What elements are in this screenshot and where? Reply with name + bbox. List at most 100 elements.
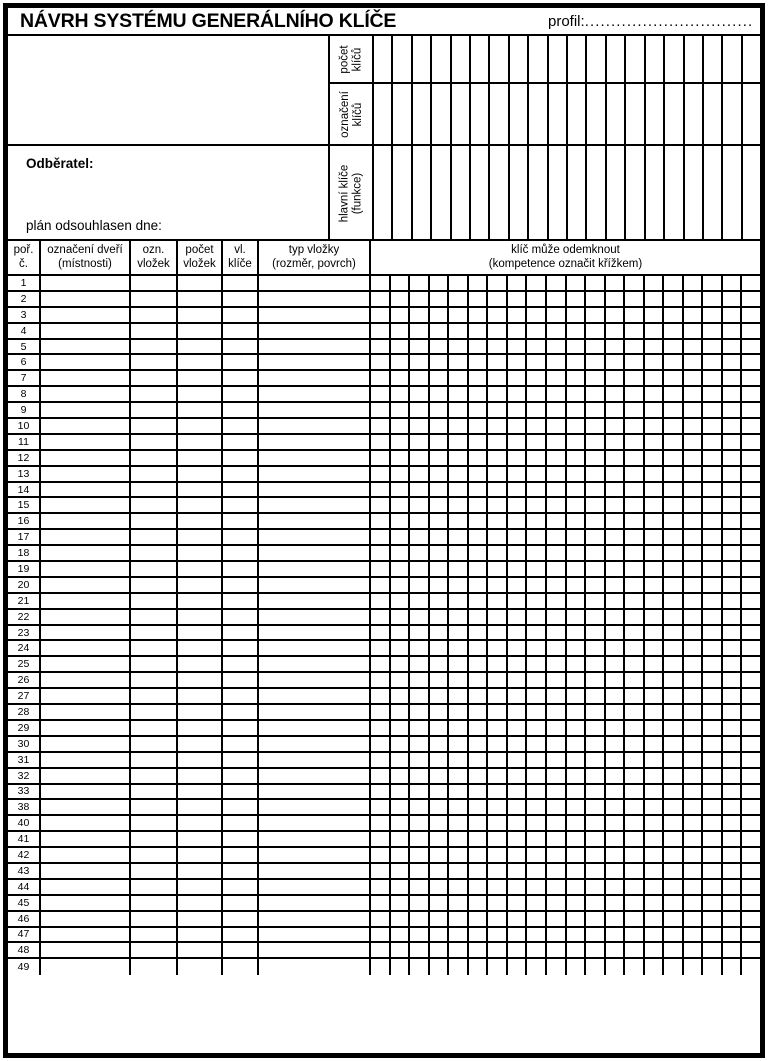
competence-checkbox-cell[interactable] xyxy=(586,562,606,576)
competence-checkbox-cell[interactable] xyxy=(391,323,411,338)
key-column[interactable] xyxy=(374,36,394,239)
competence-checkbox-cell[interactable] xyxy=(664,848,684,862)
competence-checkbox-cell[interactable] xyxy=(508,466,528,481)
key-column-cell[interactable] xyxy=(568,84,586,146)
key-column[interactable] xyxy=(432,36,452,239)
door-label-cell[interactable] xyxy=(41,943,131,958)
competence-checkbox-cell[interactable] xyxy=(527,577,547,592)
key-column-cell[interactable] xyxy=(684,36,702,84)
competence-checkbox-cell[interactable] xyxy=(742,594,760,608)
cylinder-label-cell[interactable] xyxy=(131,705,178,719)
competence-checkbox-cell[interactable] xyxy=(449,927,469,942)
cylinder-label-cell[interactable] xyxy=(131,387,178,402)
competence-checkbox-cell[interactable] xyxy=(488,911,508,926)
competence-checkbox-cell[interactable] xyxy=(430,339,450,354)
competence-checkbox-cell[interactable] xyxy=(684,768,704,783)
own-key-cell[interactable] xyxy=(223,562,259,576)
competence-checkbox-cell[interactable] xyxy=(586,927,606,942)
competence-checkbox-cell[interactable] xyxy=(391,959,411,976)
competence-checkbox-cell[interactable] xyxy=(430,832,450,847)
competence-checkbox-cell[interactable] xyxy=(410,943,430,958)
competence-checkbox-cell[interactable] xyxy=(703,307,723,322)
competence-checkbox-cell[interactable] xyxy=(469,768,489,783)
cylinder-type-cell[interactable] xyxy=(259,387,371,402)
competence-checkbox-cell[interactable] xyxy=(508,673,528,688)
competence-checkbox-cell[interactable] xyxy=(527,450,547,465)
door-label-cell[interactable] xyxy=(41,911,131,926)
competence-checkbox-cell[interactable] xyxy=(547,832,567,847)
competence-checkbox-cell[interactable] xyxy=(625,848,645,862)
competence-checkbox-cell[interactable] xyxy=(586,720,606,735)
competence-checkbox-cell[interactable] xyxy=(723,291,743,306)
competence-checkbox-cell[interactable] xyxy=(723,514,743,529)
door-label-cell[interactable] xyxy=(41,927,131,942)
competence-checkbox-cell[interactable] xyxy=(547,625,567,640)
competence-checkbox-cell[interactable] xyxy=(410,482,430,497)
competence-checkbox-cell[interactable] xyxy=(567,450,587,465)
competence-checkbox-cell[interactable] xyxy=(567,498,587,513)
competence-checkbox-cell[interactable] xyxy=(410,832,430,847)
competence-checkbox-cell[interactable] xyxy=(625,371,645,386)
competence-checkbox-cell[interactable] xyxy=(371,403,391,418)
cylinder-type-cell[interactable] xyxy=(259,577,371,592)
competence-checkbox-cell[interactable] xyxy=(664,371,684,386)
competence-checkbox-cell[interactable] xyxy=(684,546,704,561)
competence-checkbox-cell[interactable] xyxy=(449,403,469,418)
competence-checkbox-cell[interactable] xyxy=(567,419,587,433)
cylinder-label-cell[interactable] xyxy=(131,768,178,783)
competence-checkbox-cell[interactable] xyxy=(586,911,606,926)
key-column-cell[interactable] xyxy=(451,36,470,84)
cylinder-label-cell[interactable] xyxy=(131,482,178,497)
competence-checkbox-cell[interactable] xyxy=(742,928,760,942)
competence-checkbox-cell[interactable] xyxy=(742,308,760,322)
competence-checkbox-cell[interactable] xyxy=(527,498,547,513)
competence-checkbox-cell[interactable] xyxy=(567,307,587,322)
competence-checkbox-cell[interactable] xyxy=(664,546,684,561)
competence-checkbox-cell[interactable] xyxy=(684,895,704,910)
competence-checkbox-cell[interactable] xyxy=(606,323,626,338)
competence-checkbox-cell[interactable] xyxy=(703,482,723,497)
competence-checkbox-cell[interactable] xyxy=(606,387,626,402)
competence-checkbox-cell[interactable] xyxy=(430,959,450,976)
own-key-cell[interactable] xyxy=(223,307,259,322)
competence-checkbox-cell[interactable] xyxy=(527,959,547,976)
competence-checkbox-cell[interactable] xyxy=(645,339,665,354)
competence-checkbox-cell[interactable] xyxy=(527,641,547,656)
competence-checkbox-cell[interactable] xyxy=(410,562,430,576)
competence-checkbox-cell[interactable] xyxy=(664,800,684,815)
competence-checkbox-cell[interactable] xyxy=(742,785,760,799)
competence-checkbox-cell[interactable] xyxy=(488,816,508,831)
competence-checkbox-cell[interactable] xyxy=(449,832,469,847)
competence-checkbox-cell[interactable] xyxy=(508,736,528,751)
competence-checkbox-cell[interactable] xyxy=(645,498,665,513)
competence-checkbox-cell[interactable] xyxy=(410,641,430,656)
competence-checkbox-cell[interactable] xyxy=(625,291,645,306)
competence-checkbox-cell[interactable] xyxy=(606,419,626,433)
competence-checkbox-cell[interactable] xyxy=(469,705,489,719)
competence-checkbox-cell[interactable] xyxy=(469,673,489,688)
competence-checkbox-cell[interactable] xyxy=(488,291,508,306)
key-column-cell[interactable] xyxy=(568,146,585,241)
competence-checkbox-cell[interactable] xyxy=(703,323,723,338)
competence-checkbox-cell[interactable] xyxy=(703,752,723,767)
door-label-cell[interactable] xyxy=(41,466,131,481)
competence-checkbox-cell[interactable] xyxy=(645,625,665,640)
competence-checkbox-cell[interactable] xyxy=(508,943,528,958)
cylinder-type-cell[interactable] xyxy=(259,911,371,926)
competence-checkbox-cell[interactable] xyxy=(586,514,606,529)
competence-checkbox-cell[interactable] xyxy=(410,291,430,306)
competence-checkbox-cell[interactable] xyxy=(469,943,489,958)
competence-checkbox-cell[interactable] xyxy=(664,736,684,751)
competence-checkbox-cell[interactable] xyxy=(488,720,508,735)
competence-checkbox-cell[interactable] xyxy=(488,276,508,290)
own-key-cell[interactable] xyxy=(223,323,259,338)
key-column-cell[interactable] xyxy=(626,84,644,146)
competence-checkbox-cell[interactable] xyxy=(567,736,587,751)
competence-checkbox-cell[interactable] xyxy=(488,657,508,672)
competence-checkbox-cell[interactable] xyxy=(567,609,587,624)
competence-checkbox-cell[interactable] xyxy=(606,959,626,976)
own-key-cell[interactable] xyxy=(223,450,259,465)
competence-checkbox-cell[interactable] xyxy=(449,673,469,688)
cylinder-label-cell[interactable] xyxy=(131,355,178,370)
competence-checkbox-cell[interactable] xyxy=(742,324,760,338)
